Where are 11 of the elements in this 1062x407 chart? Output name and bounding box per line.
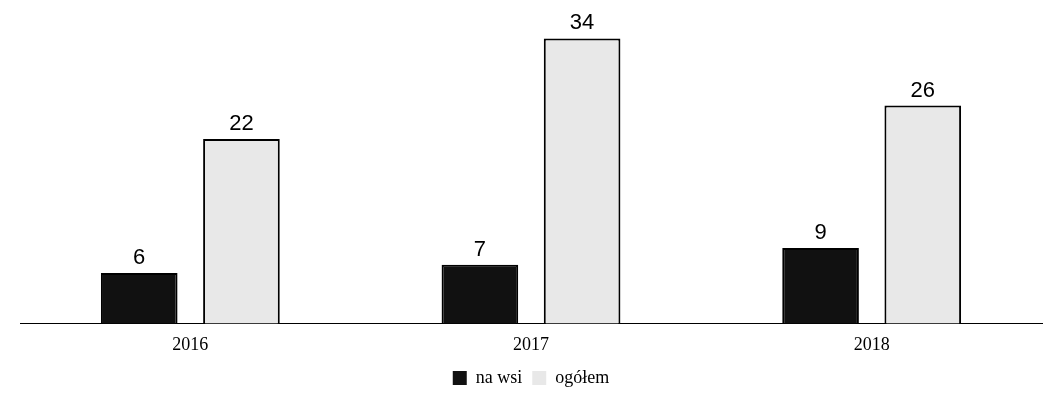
legend-label: na wsi	[475, 366, 523, 387]
legend-label: ogółem	[555, 366, 610, 387]
data-label: 7	[473, 235, 487, 261]
x-tick-label: 2016	[172, 333, 209, 354]
data-label: 9	[814, 219, 827, 245]
x-tick-label: 2017	[513, 333, 549, 354]
data-label: 6	[133, 244, 146, 270]
data-label: 22	[229, 110, 254, 136]
data-label: 26	[910, 76, 936, 102]
x-tick-label: 2018	[853, 333, 890, 354]
data-label: 34	[569, 9, 595, 35]
